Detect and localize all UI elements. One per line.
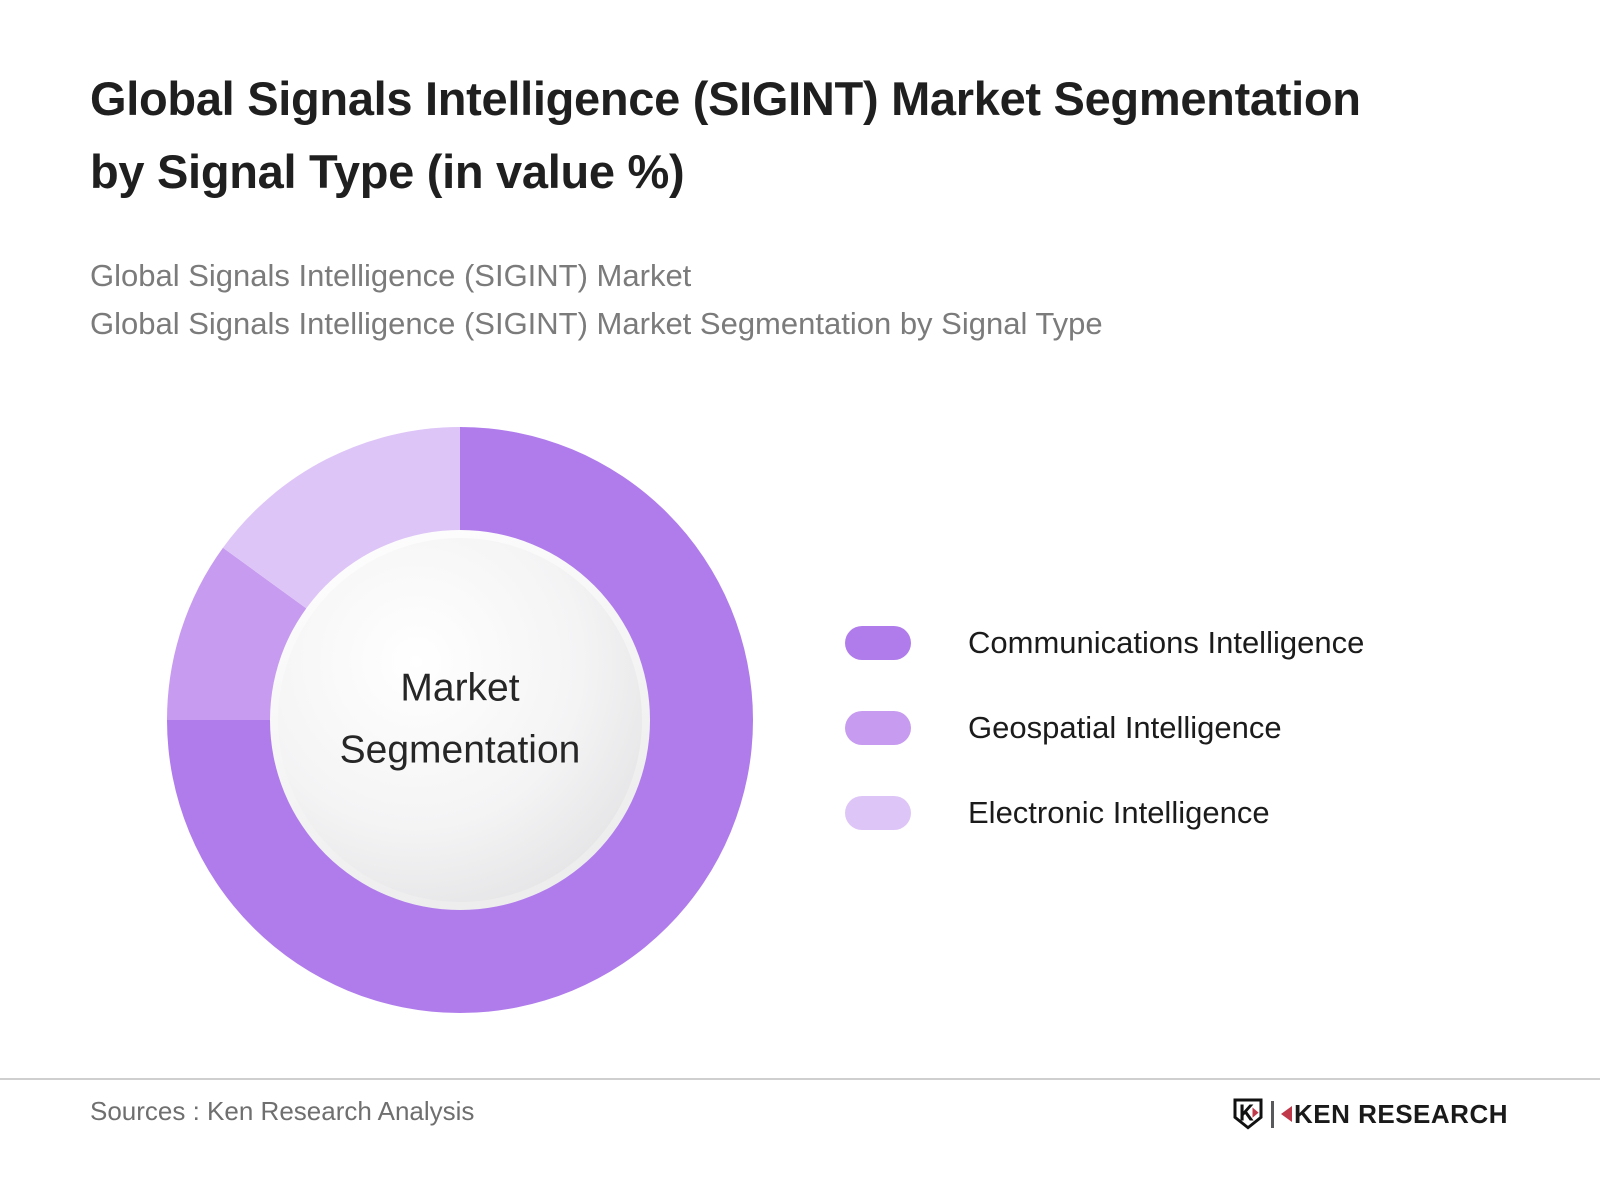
donut-hole [278,538,642,902]
donut-svg [167,427,753,1013]
legend-item-electronic-intelligence[interactable]: Electronic Intelligence [845,770,1465,855]
sources-note: Sources : Ken Research Analysis [90,1096,475,1126]
donut-chart: Market Segmentation [0,390,920,1060]
subtitle-line-2: Global Signals Intelligence (SIGINT) Mar… [90,306,1103,342]
legend-swatch-icon [845,710,911,745]
ken-research-logo: KEN RESEARCH [1232,1096,1508,1132]
donut-graphic: Market Segmentation [165,425,755,1015]
legend-swatch-icon [845,625,911,660]
shield-logo-icon [1233,1098,1263,1130]
page-title-line-2: by Signal Type (in value %) [90,145,685,199]
legend-item-label: Electronic Intelligence [968,794,1270,830]
legend-item-label: Communications Intelligence [968,624,1365,660]
page-title-line-1: Global Signals Intelligence (SIGINT) Mar… [90,72,1361,125]
page-title: Global Signals Intelligence (SIGINT) Mar… [90,62,1510,209]
subtitle: Global Signals Intelligence (SIGINT) Mar… [90,252,1390,348]
logo-divider [1270,1100,1274,1128]
subtitle-line-1: Global Signals Intelligence (SIGINT) Mar… [90,258,692,293]
legend-item-communications-intelligence[interactable]: Communications Intelligence [845,600,1465,685]
red-triangle-icon [1280,1106,1292,1122]
legend-swatch-icon [845,795,911,830]
footer-divider [0,1078,1600,1080]
legend-item-geospatial-intelligence[interactable]: Geospatial Intelligence [845,685,1465,770]
logo-wordmark-text: KEN RESEARCH [1293,1098,1508,1129]
legend-item-label: Geospatial Intelligence [968,709,1282,745]
logo-wordmark: KEN RESEARCH [1280,1098,1508,1130]
chart-legend: Communications Intelligence Geospatial I… [845,600,1465,855]
